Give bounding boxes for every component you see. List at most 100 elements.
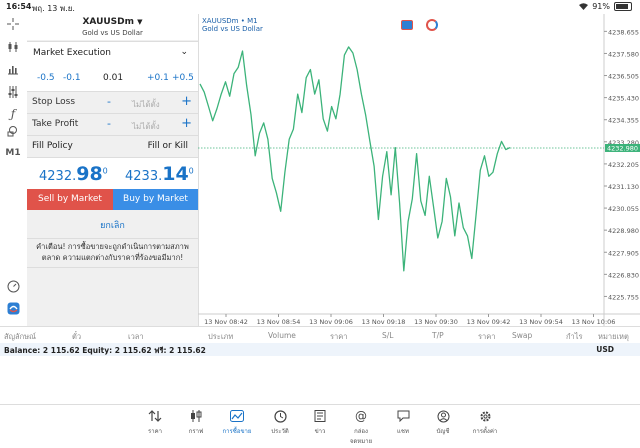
col-swap[interactable]: Swap (512, 331, 533, 340)
x-tick-label: 13 Nov 09:06 (309, 318, 353, 326)
objects-icon[interactable] (5, 124, 21, 138)
ask-price-main: 4233. (125, 169, 163, 184)
tab-settings[interactable]: การตั้งค่า (468, 409, 502, 436)
tab-label: แชท (397, 428, 409, 435)
x-tick-label: 13 Nov 10:06 (572, 318, 616, 326)
account-icon (426, 409, 460, 423)
indicators-icon[interactable] (5, 62, 21, 76)
col-volume[interactable]: Volume (268, 331, 296, 340)
status-bar: 16:54 พฤ. 13 พ.ย. 91% (0, 0, 640, 14)
col-ticket[interactable]: ตั๋ว (72, 332, 82, 341)
tab-label: การซื้อขาย (222, 428, 252, 435)
volume-plus-0-5-button[interactable]: +0.5 (172, 73, 194, 83)
wifi-icon (579, 3, 589, 10)
function-icon[interactable]: ƒ (10, 107, 16, 121)
col-price[interactable]: ราคา (330, 332, 348, 341)
quotes-arrows-icon (138, 409, 172, 423)
y-tick-label: 4238.655 (608, 28, 639, 36)
col-tp[interactable]: T/P (432, 331, 444, 340)
fill-policy-row[interactable]: Fill Policy Fill or Kill (27, 136, 198, 157)
y-tick-label: 4235.430 (608, 95, 639, 103)
y-tick-label: 4232.205 (608, 161, 639, 169)
speedometer-icon[interactable] (5, 279, 21, 293)
volume-plus-0-1-button[interactable]: +0.1 (147, 73, 169, 83)
tab-news[interactable]: ข่าว (303, 409, 337, 436)
tab-label: การตั้งค่า (472, 428, 498, 435)
timeframe-button[interactable]: M1 (5, 148, 21, 158)
chevron-down-icon: ▼ (137, 18, 143, 26)
col-profit[interactable]: กำไร (566, 332, 583, 341)
tab-history[interactable]: ประวัติ (263, 409, 297, 436)
fill-policy-label: Fill Policy (32, 141, 73, 151)
execution-select[interactable]: Market Execution ⌄ (27, 41, 198, 65)
tab-chat[interactable]: แชท (386, 409, 420, 436)
take-profit-input[interactable]: ไม่ได้ตั้ง (132, 122, 160, 131)
tab-label: กราฟ (188, 428, 204, 435)
battery-icon (614, 2, 632, 11)
order-panel: XAUUSDm ▼ Gold vs US Dollar Market Execu… (27, 14, 199, 326)
tab-chart[interactable]: กราฟ (179, 409, 213, 436)
x-tick-label: 13 Nov 09:30 (414, 318, 458, 326)
one-click-icon[interactable] (401, 20, 413, 30)
status-time: 16:54 (6, 2, 32, 11)
volume-stepper: -0.5 -0.1 0.01 +0.1 +0.5 (27, 64, 198, 92)
take-profit-plus-button[interactable]: + (181, 116, 192, 131)
symbol-name-row: XAUUSDm ▼ (27, 17, 198, 27)
tab-label: ราคา (148, 428, 162, 435)
tab-quotes[interactable]: ราคา (138, 409, 172, 436)
at-sign-icon: @ (355, 409, 367, 423)
stop-loss-plus-button[interactable]: + (181, 94, 192, 109)
settings-sliders-icon[interactable] (5, 85, 21, 99)
col-symbol[interactable]: สัญลักษณ์ (4, 332, 37, 341)
tab-label: ข่าว (314, 428, 326, 435)
tab-label: ประวัติ (271, 428, 289, 435)
cancel-button[interactable]: ยกเลิก (100, 221, 125, 231)
price-series-line (199, 46, 511, 272)
fill-policy-value: Fill or Kill (147, 141, 188, 151)
y-tick-label: 4226.830 (608, 271, 639, 279)
ask-price-point: 0 (188, 166, 194, 176)
take-profit-row: Take Profit - ไม่ได้ตั้ง + (27, 114, 198, 136)
clock-icon (263, 409, 297, 423)
chart-canvas[interactable]: 4238.655 4237.580 4236.505 4235.430 4234.355… (198, 14, 640, 326)
tab-mailbox[interactable]: @ กล่องจดหมาย (344, 409, 378, 446)
col-time[interactable]: เวลา (128, 332, 144, 341)
buy-button[interactable]: Buy by Market (113, 189, 198, 210)
tab-trade[interactable]: การซื้อขาย (220, 409, 254, 436)
x-tick-label: 13 Nov 09:42 (467, 318, 511, 326)
y-tick-label: 4234.355 (608, 117, 639, 125)
stop-loss-input[interactable]: ไม่ได้ตั้ง (132, 100, 160, 109)
col-type[interactable]: ประเภท (208, 332, 234, 341)
y-tick-label: 4236.505 (608, 73, 639, 81)
crosshair-icon[interactable] (5, 17, 21, 31)
x-tick-label: 13 Nov 08:42 (204, 318, 248, 326)
tab-account[interactable]: บัญชี (426, 409, 460, 436)
volume-input[interactable]: 0.01 (103, 73, 124, 83)
chat-icon (386, 409, 420, 423)
symbol-header[interactable]: XAUUSDm ▼ Gold vs US Dollar (27, 14, 198, 40)
gear-icon (468, 409, 502, 423)
trade-app-icon[interactable] (5, 301, 21, 315)
y-tick-label: 4227.905 (608, 249, 639, 257)
col-sl[interactable]: S/L (382, 331, 394, 340)
volume-minus-0-1-button[interactable]: -0.1 (63, 73, 81, 83)
x-tick-label: 13 Nov 09:54 (519, 318, 563, 326)
balance-text: Balance: 2 115.62 Equity: 2 115.62 ฟรี: … (4, 346, 206, 355)
chevron-down-icon: ⌄ (180, 47, 188, 57)
bottom-tab-bar: ราคา กราฟ การซื้อขาย ประวัติ ข่าว @ กล่อ… (0, 404, 640, 448)
refresh-icon[interactable] (426, 19, 438, 31)
stop-loss-label: Stop Loss (32, 97, 76, 107)
col-comment[interactable]: หมายเหตุ (598, 332, 629, 341)
battery-percent: 91% (592, 2, 610, 11)
price-chart[interactable]: 4238.655 4237.580 4236.505 4235.430 4234.355… (198, 14, 640, 326)
take-profit-minus-button[interactable]: - (107, 117, 111, 130)
sell-button[interactable]: Sell by Market (27, 189, 113, 210)
x-tick-label: 13 Nov 09:18 (362, 318, 406, 326)
col-current-price[interactable]: ราคา (478, 332, 496, 341)
bid-price: 4232.980 (39, 163, 108, 185)
bid-price-point: 0 (102, 166, 108, 176)
volume-minus-0-5-button[interactable]: -0.5 (37, 73, 55, 83)
trade-chart-icon (220, 409, 254, 423)
chart-type-icon[interactable] (5, 40, 21, 54)
stop-loss-minus-button[interactable]: - (107, 95, 111, 108)
